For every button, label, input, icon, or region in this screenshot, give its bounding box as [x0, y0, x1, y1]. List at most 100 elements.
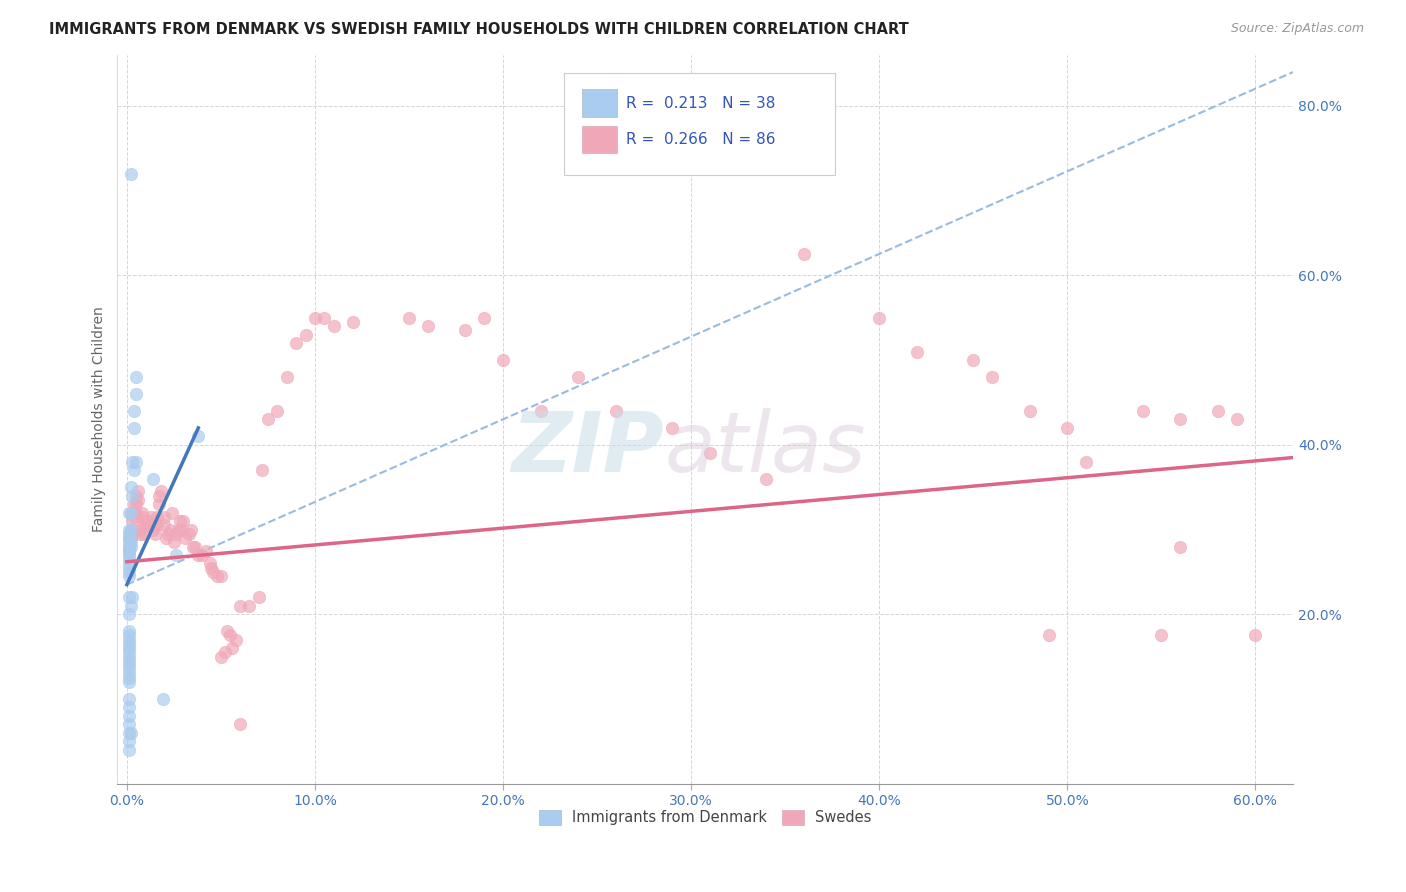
Y-axis label: Family Households with Children: Family Households with Children — [93, 307, 107, 533]
Point — [120, 480, 142, 494]
Point — [142, 523, 165, 537]
Point — [120, 540, 142, 554]
Point — [118, 624, 141, 639]
Point — [1132, 404, 1154, 418]
Point — [1244, 628, 1267, 642]
Point — [165, 526, 187, 541]
Point — [148, 489, 170, 503]
Point — [141, 509, 163, 524]
Point — [905, 344, 928, 359]
Point — [174, 531, 197, 545]
Point — [132, 526, 155, 541]
Point — [1018, 404, 1040, 418]
Point — [118, 675, 141, 690]
Point — [125, 370, 148, 384]
Point — [118, 526, 141, 541]
Point — [118, 543, 141, 558]
Point — [118, 523, 141, 537]
Point — [118, 628, 141, 642]
Point — [121, 523, 143, 537]
Point — [152, 692, 174, 706]
Point — [699, 446, 721, 460]
Point — [228, 599, 250, 613]
Point — [247, 591, 270, 605]
Point — [124, 509, 146, 524]
Point — [238, 599, 260, 613]
Point — [214, 645, 236, 659]
Point — [294, 327, 316, 342]
Point — [181, 540, 204, 554]
Legend: Immigrants from Denmark, Swedes: Immigrants from Denmark, Swedes — [533, 804, 877, 831]
Point — [1168, 540, 1191, 554]
Point — [172, 514, 194, 528]
Point — [118, 734, 141, 748]
Point — [793, 247, 815, 261]
Point — [1056, 421, 1078, 435]
Point — [314, 310, 336, 325]
Bar — [582, 89, 617, 117]
Point — [153, 509, 176, 524]
Point — [121, 489, 143, 503]
Text: IMMIGRANTS FROM DENMARK VS SWEDISH FAMILY HOUSEHOLDS WITH CHILDREN CORRELATION C: IMMIGRANTS FROM DENMARK VS SWEDISH FAMIL… — [49, 22, 908, 37]
Point — [120, 535, 142, 549]
Point — [125, 489, 148, 503]
Point — [118, 637, 141, 651]
Point — [131, 506, 153, 520]
Point — [118, 548, 141, 562]
Point — [605, 404, 627, 418]
Point — [118, 654, 141, 668]
Point — [209, 649, 232, 664]
Point — [266, 404, 288, 418]
Point — [118, 649, 141, 664]
Point — [125, 506, 148, 520]
Point — [121, 506, 143, 520]
Text: Source: ZipAtlas.com: Source: ZipAtlas.com — [1230, 22, 1364, 36]
Point — [135, 514, 157, 528]
Point — [120, 167, 142, 181]
Point — [149, 484, 172, 499]
Point — [472, 310, 495, 325]
Point — [304, 310, 326, 325]
Point — [118, 531, 141, 545]
Text: R =  0.213   N = 38: R = 0.213 N = 38 — [627, 95, 776, 111]
Point — [159, 523, 181, 537]
Point — [215, 624, 238, 639]
Point — [120, 523, 142, 537]
Point — [165, 548, 187, 562]
Point — [530, 404, 553, 418]
Point — [121, 591, 143, 605]
Point — [125, 455, 148, 469]
Point — [118, 531, 141, 545]
Point — [118, 700, 141, 714]
Point — [219, 628, 242, 642]
Point — [225, 632, 247, 647]
Point — [155, 531, 177, 545]
Point — [200, 560, 222, 574]
Point — [118, 565, 141, 579]
Point — [1150, 628, 1173, 642]
Point — [118, 709, 141, 723]
Point — [118, 645, 141, 659]
Point — [136, 518, 159, 533]
Point — [118, 535, 141, 549]
Point — [138, 514, 160, 528]
Point — [1168, 412, 1191, 426]
Point — [120, 599, 142, 613]
Point — [187, 429, 209, 443]
Point — [962, 353, 984, 368]
Point — [118, 560, 141, 574]
Point — [118, 569, 141, 583]
Point — [118, 662, 141, 676]
Point — [118, 717, 141, 731]
Point — [118, 506, 141, 520]
Point — [124, 497, 146, 511]
Point — [177, 526, 200, 541]
Point — [129, 526, 152, 541]
Point — [127, 484, 149, 499]
Point — [191, 548, 214, 562]
Point — [981, 370, 1004, 384]
Point — [157, 526, 180, 541]
Point — [170, 523, 193, 537]
Point — [125, 497, 148, 511]
Point — [454, 323, 477, 337]
